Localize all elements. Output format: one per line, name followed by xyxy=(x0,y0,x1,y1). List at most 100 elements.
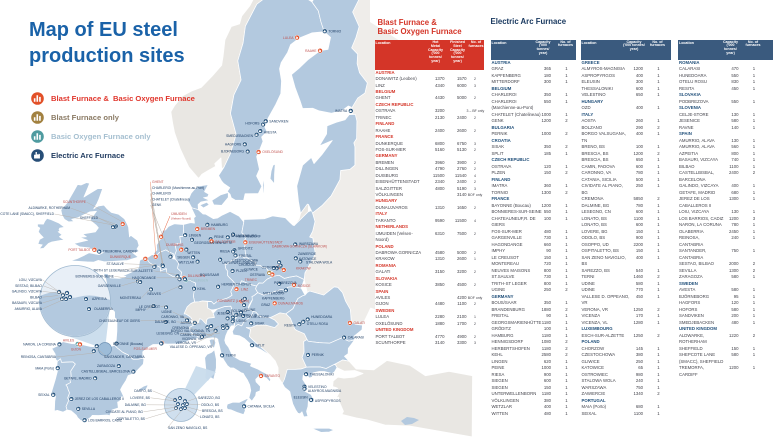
svg-text:ASPROPYRGOS: ASPROPYRGOS xyxy=(315,399,341,403)
svg-text:PLZEN: PLZEN xyxy=(236,269,247,273)
svg-text:CHARLEROI: CHARLEROI xyxy=(152,192,171,196)
svg-text:GETAFE, MADRID: GETAFE, MADRID xyxy=(64,376,92,380)
svg-text:HAGONDANGE: HAGONDANGE xyxy=(132,276,157,280)
svg-text:HOFORS: HOFORS xyxy=(245,122,260,126)
svg-text:PORT TALBOT: PORT TALBOT xyxy=(68,248,90,252)
svg-text:GHENT: GHENT xyxy=(152,180,164,184)
svg-text:KATOWICE: KATOWICE xyxy=(299,257,317,261)
svg-text:NARON, LA CORUNA: NARON, LA CORUNA xyxy=(23,343,57,347)
svg-text:BRESCIA, BS: BRESCIA, BS xyxy=(202,409,224,413)
svg-text:CARONNO, VA: CARONNO, VA xyxy=(161,315,185,319)
svg-text:BOLZANO: BOLZANO xyxy=(231,309,247,313)
svg-text:TREMORFA, CARDIFF: TREMORFA, CARDIFF xyxy=(103,250,137,254)
svg-text:FOS-SUR-MER: FOS-SUR-MER xyxy=(134,347,158,351)
svg-text:CATANIA, SICILIA: CATANIA, SICILIA xyxy=(248,405,276,409)
svg-text:STALOWA WOLA: STALOWA WOLA xyxy=(306,261,333,265)
svg-text:VALLESE D. OPPEANO, VR: VALLESE D. OPPEANO, VR xyxy=(170,345,213,349)
svg-text:MONTEREAU: MONTEREAU xyxy=(120,296,142,300)
svg-text:JEREZ DE LOS CABALLEROS II: JEREZ DE LOS CABALLEROS II xyxy=(75,397,124,401)
svg-text:MITTERDORF: MITTERDORF xyxy=(263,292,285,296)
svg-text:SCUNTHORPE: SCUNTHORPE xyxy=(63,200,87,204)
svg-text:HAMBURG: HAMBURG xyxy=(211,223,228,227)
svg-text:BJORNEBORG: BJORNEBORG xyxy=(221,150,245,154)
svg-text:PODBREZOVA: PODBREZOVA xyxy=(274,281,297,285)
svg-text:DARFO, BS: DARFO, BS xyxy=(134,389,153,393)
svg-text:SANTANDER, CANTABRIA: SANTANDER, CANTABRIA xyxy=(104,355,145,359)
svg-text:EISENHÜTTENSTADT: EISENHÜTTENSTADT xyxy=(249,241,283,245)
svg-text:TERNI: TERNI xyxy=(226,354,236,358)
svg-text:KEHL: KEHL xyxy=(197,287,206,291)
svg-text:REINOSA, CANTABRIA: REINOSA, CANTABRIA xyxy=(21,355,57,359)
svg-text:CAMIN, PADOVA: CAMIN, PADOVA xyxy=(180,333,207,337)
svg-text:LOIU, VIZCAYA: LOIU, VIZCAYA xyxy=(19,278,43,282)
svg-text:DALMINE, BG: DALMINE, BG xyxy=(125,403,147,407)
svg-text:UNTERWELLENBORN: UNTERWELLENBORN xyxy=(222,261,257,265)
svg-text:AMURRIO, ALAVA: AMURRIO, ALAVA xyxy=(15,307,43,311)
svg-text:OSOPPO, UD: OSOPPO, UD xyxy=(236,313,258,317)
svg-text:DABROWA GORNICZA (SLAWKOW): DABROWA GORNICZA (SLAWKOW) xyxy=(272,245,327,249)
svg-text:ALMYROS-MAGNISIA: ALMYROS-MAGNISIA xyxy=(308,389,342,393)
svg-text:SMEDJEBACKEN: SMEDJEBACKEN xyxy=(226,134,254,138)
svg-text:VICENZA, VL: VICENZA, VL xyxy=(182,337,202,341)
svg-text:GEORGSMARIENHÜTTE: GEORGSMARIENHÜTTE xyxy=(194,241,233,245)
svg-text:LOVERE, BS: LOVERE, BS xyxy=(130,396,150,400)
svg-text:SEVILLA: SEVILLA xyxy=(82,407,96,411)
svg-text:HAGFORS: HAGFORS xyxy=(225,143,242,147)
svg-text:WITTEN: WITTEN xyxy=(187,251,200,255)
svg-text:(Velsen-Noord): (Velsen-Noord) xyxy=(171,217,191,221)
svg-text:HERBERTSHOFEN: HERBERTSHOFEN xyxy=(222,283,252,287)
svg-text:GARGENVILLE: GARGENVILLE xyxy=(98,284,122,288)
svg-text:SIEGEN: SIEGEN xyxy=(177,256,190,260)
svg-text:OSTRAVA: OSTRAVA xyxy=(250,273,266,277)
svg-text:AZPEITIA: AZPEITIA xyxy=(92,297,107,301)
svg-text:OSTROWIEC: OSTROWIEC xyxy=(262,266,283,270)
svg-text:BRANDENBURG: BRANDENBURG xyxy=(231,234,257,238)
svg-text:CIVIDATE AL PIANO, BG: CIVIDATE AL PIANO, BG xyxy=(106,410,144,414)
svg-text:PEINE: PEINE xyxy=(214,235,225,239)
svg-text:DONAWITZ (Leoben): DONAWITZ (Leoben) xyxy=(217,299,249,303)
svg-text:OSPITALETTO, BS: OSPITALETTO, BS xyxy=(116,417,145,421)
svg-text:IJMUIDEN: IJMUIDEN xyxy=(171,212,187,216)
svg-text:CHATELET (Chatelineau): CHATELET (Chatelineau) xyxy=(152,197,190,201)
svg-text:GALATI: GALATI xyxy=(354,321,366,325)
svg-text:TRINEC: TRINEC xyxy=(245,278,258,282)
svg-text:LINZ: LINZ xyxy=(241,288,248,292)
svg-text:PERNIK: PERNIK xyxy=(312,353,325,357)
svg-text:SISAK: SISAK xyxy=(255,322,266,326)
svg-text:UGINE: UGINE xyxy=(162,310,173,314)
svg-text:AVILES: AVILES xyxy=(63,339,75,343)
svg-text:AVESTA: AVESTA xyxy=(264,130,277,134)
svg-text:VELESTINO: VELESTINO xyxy=(308,385,327,389)
svg-text:SAN ZENO NAVIGLIO, BS: SAN ZENO NAVIGLIO, BS xyxy=(168,426,208,430)
svg-text:ODOLO, BS: ODOLO, BS xyxy=(201,403,220,407)
svg-text:OXELÖSUND: OXELÖSUND xyxy=(262,150,283,154)
svg-text:TRITH ST LEGER: TRITH ST LEGER xyxy=(93,269,120,273)
svg-text:DALMINE, BG: DALMINE, BG xyxy=(155,320,177,324)
svg-text:MAIA (Porto): MAIA (Porto) xyxy=(35,366,54,370)
svg-text:LONATO, BS: LONATO, BS xyxy=(200,415,220,419)
svg-text:BONNIERES-SUR-SEINE: BONNIERES-SUR-SEINE xyxy=(76,275,115,279)
svg-text:WARSZAWA: WARSZAWA xyxy=(299,242,319,246)
svg-text:LE CREUSOT: LE CREUSOT xyxy=(139,305,160,309)
svg-text:CHARLEROI (Marchienne-au-Pont): CHARLEROI (Marchienne-au-Pont) xyxy=(152,186,204,190)
svg-text:CELJE-STORE: CELJE-STORE xyxy=(247,315,270,319)
svg-text:HUNEDOARA: HUNEDOARA xyxy=(311,315,333,319)
svg-text:RAAHE: RAAHE xyxy=(305,49,317,53)
svg-text:GALINDO, VIZCAYA: GALINDO, VIZCAYA xyxy=(12,290,43,294)
svg-text:ALDWARKE, ROTHERHAM: ALDWARKE, ROTHERHAM xyxy=(29,206,71,210)
svg-text:LOS BARRIOS, CADIZ: LOS BARRIOS, CADIZ xyxy=(88,418,122,422)
svg-text:ESCH-SUR-ALZETTE: ESCH-SUR-ALZETTE xyxy=(120,269,154,273)
svg-text:SANDVIKEN: SANDVIKEN xyxy=(269,119,289,123)
svg-text:SHEPCOTE LANE (SMACC), SHEFFIE: SHEPCOTE LANE (SMACC), SHEFFIELD xyxy=(0,212,55,216)
svg-text:LINGEN: LINGEN xyxy=(189,233,202,237)
svg-text:RAVNE: RAVNE xyxy=(244,308,256,312)
svg-text:BREMEN: BREMEN xyxy=(201,227,216,231)
svg-text:TARANTO: TARANTO xyxy=(265,374,281,378)
svg-text:BORGO VALSUGANA, TN: BORGO VALSUGANA, TN xyxy=(171,329,211,333)
svg-text:AOSTA: AOSTA xyxy=(181,321,193,325)
svg-text:IMATRA: IMATRA xyxy=(335,109,348,113)
svg-text:SEIXAL: SEIXAL xyxy=(38,393,50,397)
svg-text:THESSALONIKI: THESSALONIKI xyxy=(310,372,334,376)
svg-text:KRAKOW: KRAKOW xyxy=(296,267,312,271)
svg-text:GRAZ: GRAZ xyxy=(261,303,270,307)
